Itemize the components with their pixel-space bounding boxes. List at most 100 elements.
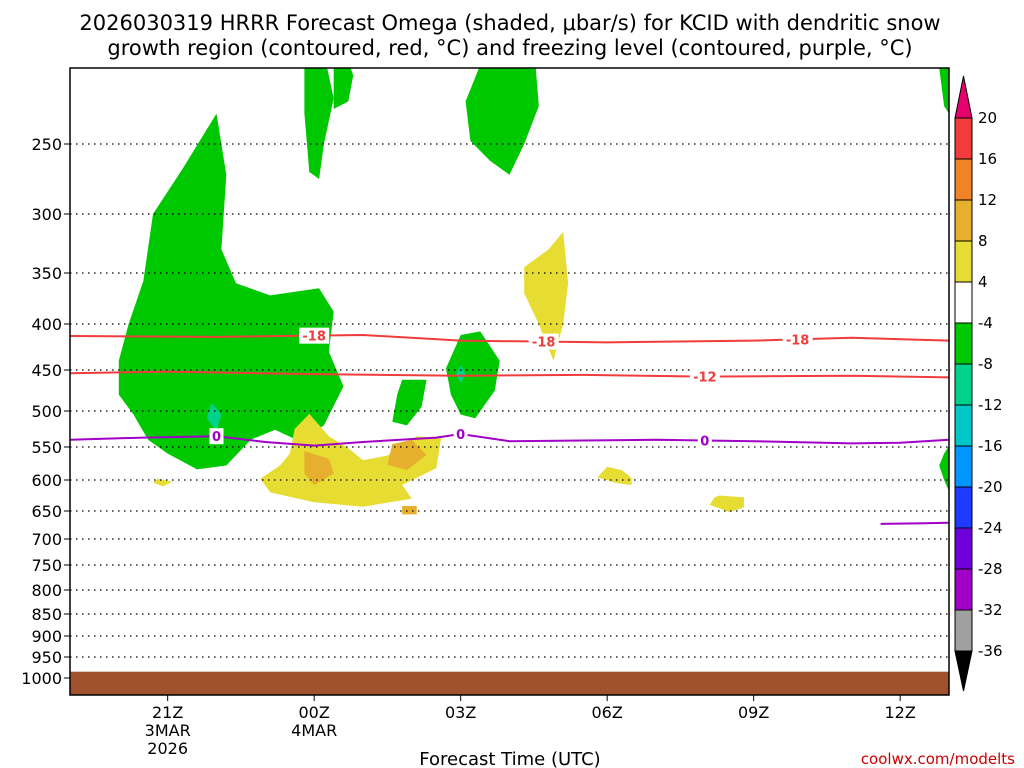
x-tick-12Z: 12Z <box>885 703 916 722</box>
y-tick-750: 750 <box>31 556 62 575</box>
colorbar-label-12: -32 <box>978 601 1003 619</box>
omega-region-1 <box>118 113 344 470</box>
omega-region-17 <box>387 439 427 471</box>
contour-label-0-2: -18 <box>786 333 810 348</box>
y-tick-950: 950 <box>31 648 62 667</box>
colorbar: 20 16 12 8 4 -4 -8 -12 -16 -20 -24 -28 -32 -36 <box>954 75 1003 692</box>
x-tick-09Z: 09Z <box>738 703 769 722</box>
y-tick-400: 400 <box>31 315 62 334</box>
colorbar-label-0: 20 <box>978 109 997 127</box>
y-tick-250: 250 <box>31 135 62 154</box>
contour-label-0-0: -18 <box>302 330 326 345</box>
contour-line-1 <box>70 370 949 379</box>
y-tick-600: 600 <box>31 471 62 490</box>
omega-region-18 <box>402 506 417 515</box>
y-tick-300: 300 <box>31 205 62 224</box>
colorbar-label-5: -4 <box>978 314 993 332</box>
contour-lines: -18 -18 -18 -12 0 0 0 <box>70 327 949 525</box>
omega-region-7 <box>939 68 949 114</box>
y-tick-900: 900 <box>31 627 62 646</box>
contour-label-bg-2-1 <box>453 426 468 443</box>
colorbar-segment-11 <box>954 568 973 611</box>
colorbar-top-arrow <box>954 75 973 119</box>
x-tick-06Z: 06Z <box>592 703 623 722</box>
colorbar-label-1: 16 <box>978 150 997 168</box>
colorbar-label-9: -20 <box>978 478 1003 496</box>
colorbar-segment-12 <box>954 609 973 652</box>
omega-region-9 <box>206 402 222 432</box>
chart-title-line2: growth region (contoured, red, °C) and f… <box>107 36 912 60</box>
contour-label-bg-0-1 <box>528 333 559 350</box>
contour-label-2-0: 0 <box>212 430 221 445</box>
x-tick-21Z: 21Z <box>152 703 183 722</box>
omega-region-16 <box>304 451 334 485</box>
omega-region-4 <box>392 379 427 426</box>
colorbar-segment-2 <box>954 199 973 242</box>
x-tick-00Z: 00Z <box>299 703 330 722</box>
colorbar-label-6: -8 <box>978 355 993 373</box>
colorbar-segment-4 <box>954 281 973 324</box>
omega-region-14 <box>597 466 632 485</box>
y-axis: 250 300 350 400 450 500 550 600 650 700 750 800 850 9… <box>21 135 70 688</box>
colorbar-label-8: -16 <box>978 437 1003 455</box>
colorbar-label-3: 8 <box>978 232 988 250</box>
contour-label-bg-0-0 <box>299 327 330 344</box>
y-tick-350: 350 <box>31 264 62 283</box>
y-tick-500: 500 <box>31 402 62 421</box>
colorbar-segment-0 <box>954 117 973 160</box>
omega-region-11 <box>153 478 173 487</box>
colorbar-label-13: -36 <box>978 642 1003 660</box>
contour-label-1-0: -12 <box>693 371 717 386</box>
pressure-gridlines <box>70 143 949 679</box>
contour-label-bg-2-0 <box>209 428 224 445</box>
colorbar-segment-6 <box>954 363 973 406</box>
contour-label-bg-2-2 <box>697 432 712 449</box>
omega-region-15 <box>709 495 744 513</box>
colorbar-segment-5 <box>954 322 973 365</box>
omega-region-3 <box>333 68 354 109</box>
colorbar-label-7: -12 <box>978 396 1003 414</box>
y-tick-1000: 1000 <box>21 669 62 688</box>
x-tick-date-00Z: 4MAR <box>291 721 337 740</box>
x-tick-year-21Z: 2026 <box>147 739 188 758</box>
omega-region-8 <box>939 445 949 492</box>
colorbar-segment-3 <box>954 240 973 283</box>
y-tick-700: 700 <box>31 530 62 549</box>
omega-shading <box>118 68 949 515</box>
contour-line-3 <box>880 521 949 525</box>
credit-text: coolwx.com/modelts <box>861 750 1015 768</box>
colorbar-label-4: 4 <box>978 273 988 291</box>
x-tick-date-21Z: 3MAR <box>145 721 191 740</box>
plot-frame <box>69 67 950 696</box>
contour-label-0-1: -18 <box>532 336 556 351</box>
y-tick-650: 650 <box>31 502 62 521</box>
ground-surface <box>70 671 949 695</box>
y-tick-450: 450 <box>31 361 62 380</box>
x-tick-03Z: 03Z <box>445 703 476 722</box>
omega-region-13 <box>524 231 569 361</box>
x-axis-label: Forecast Time (UTC) <box>419 749 600 768</box>
ground-fill <box>70 671 949 695</box>
contour-label-bg-1-0 <box>689 368 720 385</box>
y-tick-800: 800 <box>31 581 62 600</box>
colorbar-segment-9 <box>954 486 973 529</box>
colorbar-segment-1 <box>954 158 973 201</box>
omega-region-10 <box>455 365 466 384</box>
colorbar-label-2: 12 <box>978 191 997 209</box>
colorbar-label-10: -24 <box>978 519 1003 537</box>
contour-label-2-1: 0 <box>456 428 465 443</box>
y-tick-550: 550 <box>31 438 62 457</box>
omega-region-2 <box>304 68 334 179</box>
omega-region-6 <box>465 68 539 175</box>
colorbar-segment-8 <box>954 445 973 488</box>
contour-label-bg-0-2 <box>782 331 813 348</box>
colorbar-bottom-arrow <box>954 650 973 692</box>
y-tick-850: 850 <box>31 605 62 624</box>
colorbar-segment-7 <box>954 404 973 447</box>
colorbar-label-11: -28 <box>978 560 1003 578</box>
chart-title-line1: 2026030319 HRRR Forecast Omega (shaded, … <box>79 11 940 35</box>
omega-region-12 <box>260 413 442 507</box>
colorbar-segment-10 <box>954 527 973 570</box>
